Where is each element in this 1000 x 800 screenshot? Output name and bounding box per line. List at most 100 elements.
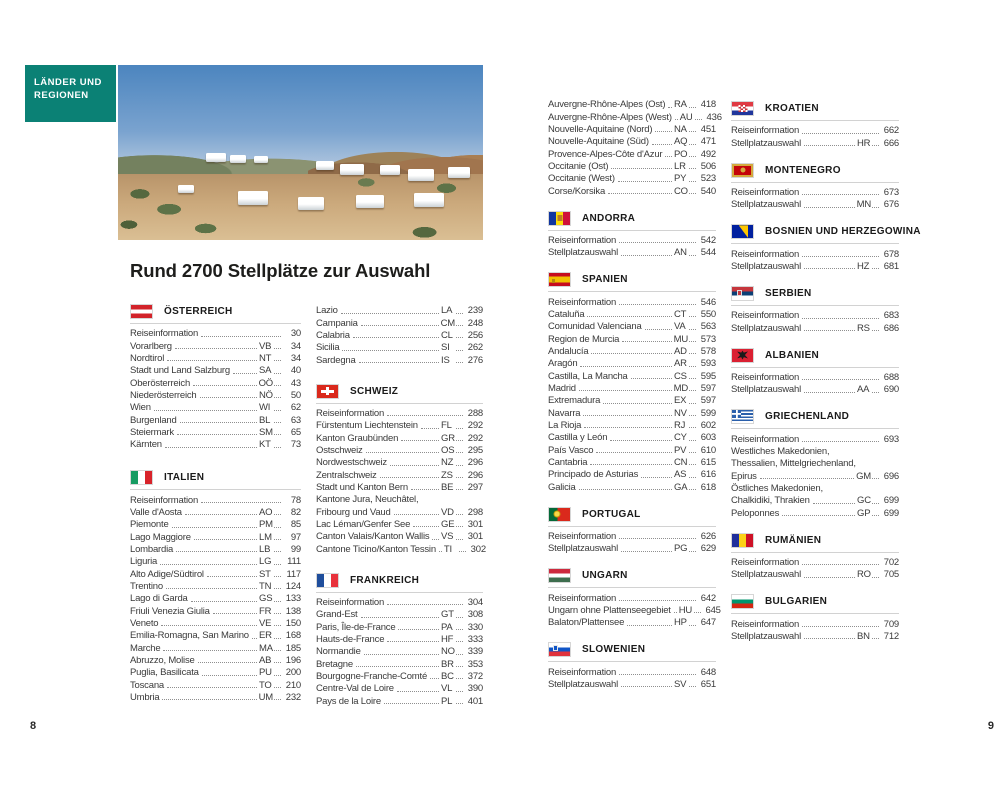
entry-label: Auvergne-Rhône-Alpes (West) <box>548 111 672 123</box>
dot-leader <box>627 624 672 626</box>
dot-leader <box>689 156 696 158</box>
dot-leader <box>872 502 879 504</box>
country-name: UNGARN <box>582 570 628 582</box>
entry-page: 73 <box>290 439 301 451</box>
entry-page: 97 <box>290 531 301 543</box>
entry-label: Burgenland <box>130 414 177 426</box>
toc-entry: Nouvelle-Aquitaine (Nord) NA 451 <box>548 123 716 135</box>
dot-leader <box>689 168 696 170</box>
chapter-tab: LÄNDER UND REGIONEN <box>25 65 116 122</box>
entry-page: 62 <box>290 402 301 414</box>
toc-entry: Peloponnes GP 699 <box>731 506 899 519</box>
toc-entry: Auvergne-Rhône-Alpes (West) AU 436 <box>548 110 722 123</box>
entry-page: 702 <box>883 556 899 568</box>
entry-page: 390 <box>467 683 483 695</box>
entry-code: SA <box>259 365 272 377</box>
country-section: UNGARN Reiseinformation 642 Ungarn ohne Pla… <box>548 568 721 628</box>
toc-entry: Epirus GM 696 <box>731 469 899 482</box>
entry-code: LB <box>259 543 271 555</box>
dot-leader <box>387 641 439 643</box>
entry-label: Liguria <box>130 556 158 568</box>
entry-page: 642 <box>700 592 716 604</box>
country-name: SERBIEN <box>765 287 812 299</box>
entry-page: 666 <box>883 137 899 149</box>
toc-entry: Corse/Korsika CO 540 <box>548 184 716 197</box>
entry-code: HP <box>674 617 687 629</box>
entry-label: Nordwestschweiz <box>316 457 387 469</box>
entry-label: Galicia <box>548 481 576 493</box>
dot-leader <box>393 514 439 516</box>
entry-code: PU <box>259 667 272 679</box>
entry-label: Fürstentum Liechtenstein <box>316 420 418 432</box>
toc-entry: Balaton/Plattensee HP 647 <box>548 616 716 628</box>
entry-page: 645 <box>705 604 721 616</box>
toc-entry: Westliches Makedonien, <box>731 445 899 457</box>
dot-leader <box>591 353 672 355</box>
dot-leader <box>360 616 439 618</box>
entry-label: Occitanie (West) <box>548 173 615 185</box>
entry-code: WI <box>259 402 271 414</box>
dot-leader <box>583 415 672 417</box>
dot-leader <box>689 464 696 466</box>
toc-entry: Burgenland BL 63 <box>130 413 301 426</box>
entry-page: 451 <box>700 123 716 135</box>
entry-label: Thessalien, Mittelgriechenland, <box>731 458 856 470</box>
dot-leader <box>590 464 672 466</box>
toc-entry: Friuli Venezia Giulia FR 138 <box>130 604 301 617</box>
toc-entry: Reiseinformation 626 <box>548 530 716 542</box>
entry-label: Paris, Île-de-France <box>316 621 396 633</box>
dot-leader <box>689 131 696 133</box>
entry-code: LG <box>259 556 272 568</box>
entry-code: AN <box>674 247 687 259</box>
entry-page: 681 <box>883 260 899 272</box>
toc-entry: Lago di Garda GS 133 <box>130 592 301 604</box>
entry-page: 82 <box>290 506 301 518</box>
dot-leader <box>274 539 281 541</box>
toc-entry: Sicilia SI 262 <box>316 341 483 353</box>
entry-label: Piemonte <box>130 519 169 531</box>
toc-entry: La Rioja RJ 602 <box>548 419 716 431</box>
dot-leader <box>802 256 879 258</box>
dot-leader <box>456 526 463 528</box>
dot-leader <box>456 452 463 454</box>
dot-leader <box>456 312 463 314</box>
entry-label: Reiseinformation <box>731 433 800 445</box>
dot-leader <box>201 674 257 676</box>
toc-entry: Castilla y León CY 603 <box>548 431 716 443</box>
dot-leader <box>274 360 281 362</box>
entry-code: SM <box>259 426 273 438</box>
dot-leader <box>802 626 879 628</box>
dot-leader <box>689 686 696 688</box>
country-name: ÖSTERREICH <box>164 306 233 317</box>
dot-leader <box>179 422 257 424</box>
hungary-flag-icon <box>548 568 571 584</box>
toc-entry: Reiseinformation 546 <box>548 295 716 308</box>
entry-label: Canton Valais/Kanton Wallis <box>316 531 430 543</box>
entry-page: 301 <box>467 518 483 530</box>
entry-page: 210 <box>285 679 301 691</box>
dot-leader <box>420 427 439 429</box>
entry-label: Auvergne-Rhône-Alpes (Ost) <box>548 99 666 111</box>
entry-code: TI <box>443 543 452 555</box>
entry-code: PG <box>674 543 688 555</box>
country-name: SLOWENIEN <box>582 644 646 656</box>
entry-page: 40 <box>290 365 301 377</box>
section-rule <box>548 661 716 663</box>
toc-entry: País Vasco PV 610 <box>548 443 716 456</box>
entry-code: TN <box>259 580 272 592</box>
dot-leader <box>689 328 696 330</box>
entry-label: Stellplatzauswahl <box>731 199 802 211</box>
entry-label: Ungarn ohne Plattenseegebiet <box>548 604 671 616</box>
toc-entry: Reiseinformation 288 <box>316 407 483 419</box>
dot-leader <box>655 131 672 133</box>
entry-page: 688 <box>883 371 899 383</box>
entry-code: BN <box>857 630 870 642</box>
country-header: UNGARN <box>548 568 716 584</box>
entry-label: Vorarlberg <box>130 340 172 352</box>
dot-leader <box>689 341 696 343</box>
dot-leader <box>693 612 701 614</box>
photo-shrubs <box>118 143 483 240</box>
toc-entry: Stellplatzauswahl RO 705 <box>731 568 899 580</box>
section-rule <box>548 229 716 231</box>
